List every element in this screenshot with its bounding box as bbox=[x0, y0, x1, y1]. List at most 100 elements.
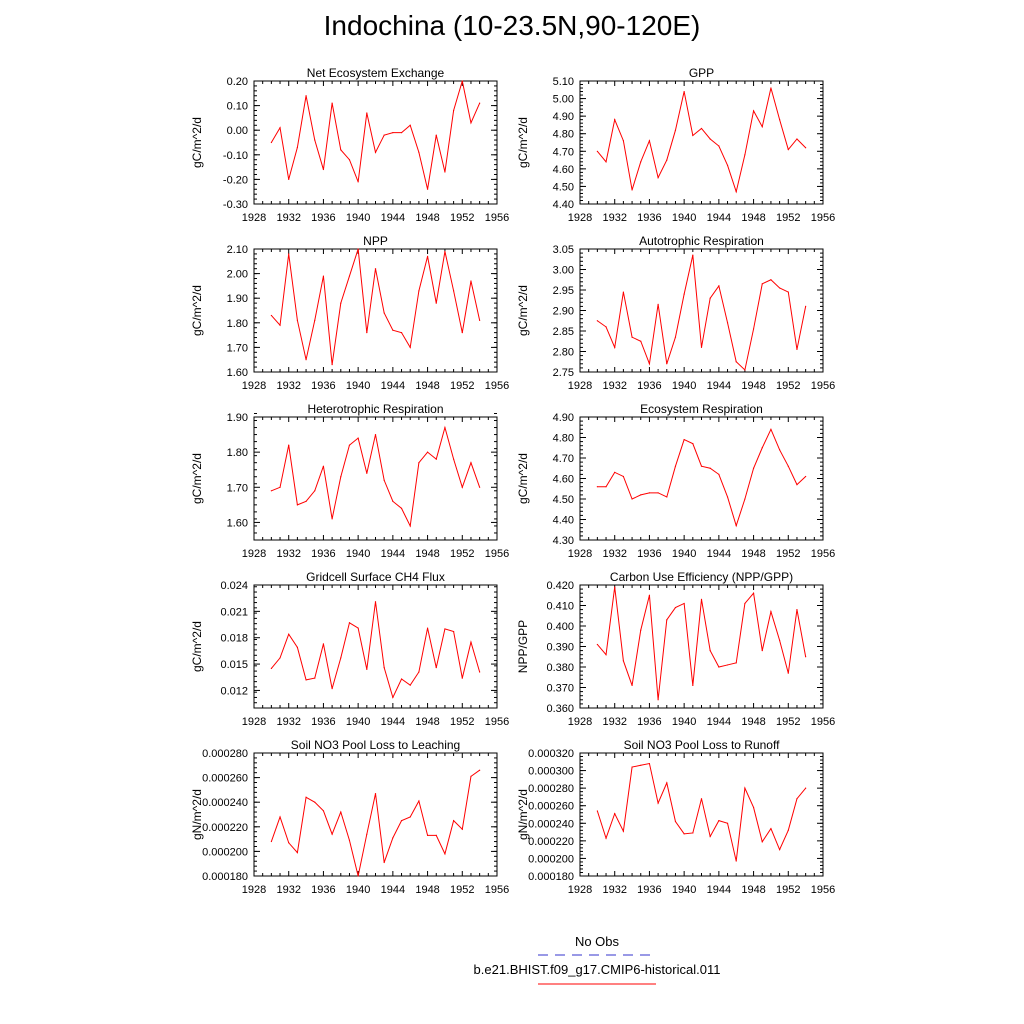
x-tick-label: 1940 bbox=[672, 548, 696, 560]
y-tick-label: 1.70 bbox=[227, 342, 248, 354]
data-point bbox=[622, 475, 624, 478]
data-point bbox=[479, 319, 481, 321]
data-point bbox=[674, 336, 677, 338]
y-tick-label: 0.000260 bbox=[528, 801, 574, 813]
data-point bbox=[418, 290, 420, 292]
data-point bbox=[640, 340, 642, 342]
data-point bbox=[683, 293, 685, 295]
data-point bbox=[614, 586, 616, 588]
data-point bbox=[744, 369, 746, 371]
y-tick-label: 0.000240 bbox=[202, 797, 248, 809]
y-tick-label: 4.70 bbox=[553, 453, 574, 465]
data-point bbox=[622, 140, 624, 142]
data-point bbox=[331, 833, 333, 835]
y-tick-label: 0.000200 bbox=[528, 853, 574, 865]
chart-panel-8: Carbon Use Efficiency (NPP/GPP) NPP/GPP 19… bbox=[516, 570, 835, 728]
data-point bbox=[461, 828, 463, 830]
data-point bbox=[470, 122, 472, 124]
data-point bbox=[735, 525, 737, 527]
x-tick-label: 1932 bbox=[276, 212, 300, 224]
data-point bbox=[805, 787, 807, 789]
data-point bbox=[744, 154, 746, 156]
data-point bbox=[426, 627, 429, 629]
chart-panel-5: Heterotrophic Respiration gC/m^2/d 1928 193… bbox=[190, 402, 509, 560]
data-point bbox=[288, 253, 290, 255]
data-point bbox=[426, 834, 429, 837]
data-point bbox=[648, 594, 651, 596]
x-tick-label: 1940 bbox=[346, 212, 370, 224]
x-tick-label: 1944 bbox=[381, 380, 405, 392]
data-point bbox=[796, 609, 798, 611]
data-point bbox=[657, 177, 659, 179]
data-point bbox=[279, 486, 281, 488]
x-tick-label: 1936 bbox=[637, 380, 661, 392]
x-tick-label: 1944 bbox=[381, 716, 405, 728]
data-point bbox=[718, 473, 720, 475]
data-point bbox=[770, 428, 772, 430]
data-point bbox=[409, 684, 411, 686]
data-point bbox=[400, 132, 403, 134]
x-tick-label: 1940 bbox=[672, 884, 696, 896]
data-point bbox=[648, 762, 651, 765]
data-point bbox=[805, 305, 807, 307]
data-point bbox=[761, 283, 763, 285]
data-point bbox=[461, 486, 463, 488]
y-tick-label: 0.000180 bbox=[528, 871, 574, 883]
data-point bbox=[770, 87, 772, 89]
data-point bbox=[314, 139, 316, 141]
data-point bbox=[657, 802, 659, 804]
data-point bbox=[314, 319, 316, 321]
data-point bbox=[718, 285, 720, 287]
data-point bbox=[718, 820, 720, 822]
data-point bbox=[270, 490, 272, 492]
data-point bbox=[279, 127, 281, 129]
data-point bbox=[657, 492, 659, 494]
x-tick-label: 1932 bbox=[602, 716, 626, 728]
chart-title: GPP bbox=[689, 66, 714, 80]
data-point bbox=[270, 667, 272, 670]
data-point bbox=[640, 764, 642, 766]
data-point bbox=[752, 110, 755, 112]
data-point bbox=[700, 346, 703, 348]
data-point bbox=[383, 861, 385, 864]
y-tick-label: 0.024 bbox=[220, 580, 248, 592]
x-tick-label: 1944 bbox=[707, 716, 731, 728]
x-tick-label: 1956 bbox=[485, 716, 509, 728]
y-tick-label: 0.000260 bbox=[202, 773, 248, 785]
y-tick-label: 0.000220 bbox=[528, 836, 574, 848]
y-tick-label: 1.80 bbox=[227, 447, 248, 459]
x-tick-label: 1944 bbox=[707, 380, 731, 392]
data-point bbox=[453, 290, 455, 292]
data-point bbox=[400, 820, 403, 822]
data-point bbox=[340, 657, 342, 659]
data-point bbox=[331, 518, 333, 520]
data-point bbox=[331, 688, 333, 690]
x-tick-label: 1952 bbox=[450, 884, 474, 896]
data-point bbox=[674, 465, 677, 467]
series-line bbox=[270, 248, 481, 365]
data-point bbox=[374, 601, 377, 603]
x-tick-label: 1928 bbox=[568, 884, 592, 896]
data-point bbox=[296, 504, 298, 506]
data-point bbox=[444, 426, 446, 429]
y-tick-label: 4.80 bbox=[553, 129, 574, 141]
series-line bbox=[270, 769, 480, 877]
data-point bbox=[435, 834, 437, 837]
data-point bbox=[383, 134, 385, 136]
data-point bbox=[648, 492, 651, 494]
chart-panel-9: Soil NO3 Pool Loss to Leaching gN/m^2/d 19… bbox=[190, 738, 509, 896]
data-point bbox=[305, 359, 307, 361]
x-tick-label: 1936 bbox=[637, 884, 661, 896]
data-point bbox=[761, 841, 763, 843]
x-tick-label: 1952 bbox=[450, 716, 474, 728]
data-point bbox=[709, 650, 711, 652]
y-axis-label: NPP/GPP bbox=[516, 620, 530, 673]
chart-title: NPP bbox=[363, 234, 388, 248]
data-point bbox=[357, 875, 359, 877]
y-tick-label: 0.000220 bbox=[202, 822, 248, 834]
chart-title: Heterotrophic Respiration bbox=[307, 402, 443, 416]
y-tick-label: 5.10 bbox=[553, 76, 574, 88]
x-tick-label: 1948 bbox=[741, 380, 765, 392]
data-point bbox=[770, 827, 772, 830]
x-tick-label: 1932 bbox=[276, 548, 300, 560]
